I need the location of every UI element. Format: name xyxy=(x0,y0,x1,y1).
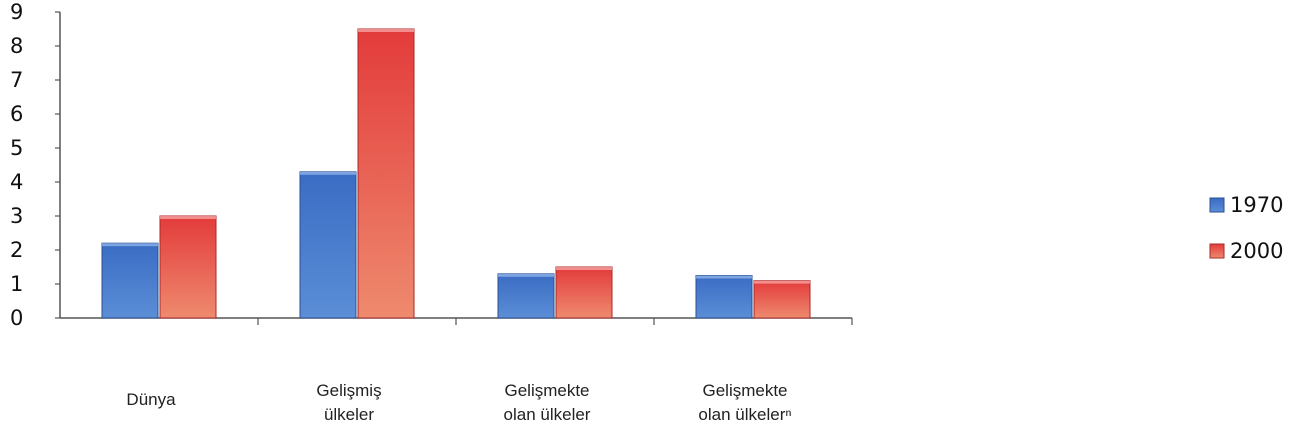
bar-2000 xyxy=(357,28,415,319)
bar-1970 xyxy=(497,273,555,319)
x-category-label: Dünya xyxy=(126,390,176,409)
category-labels: Dünya Gelişmiş ülkeler Gelişmekte olan ülkel… xyxy=(126,381,791,424)
y-tick-label: 2 xyxy=(10,238,23,262)
bar-2000 xyxy=(753,280,811,319)
bar-1970 xyxy=(101,242,159,319)
legend-swatch-2000 xyxy=(1209,243,1225,259)
bar-highlight xyxy=(160,216,216,219)
bar-2000 xyxy=(159,215,217,319)
y-tick-label: 5 xyxy=(10,136,23,160)
bar-1970 xyxy=(695,275,753,319)
x-category-label: Gelişmekte olan ülkelerⁿ xyxy=(698,381,791,424)
legend-label: 2000 xyxy=(1230,239,1283,263)
legend-swatch-1970 xyxy=(1209,197,1225,213)
bar-1970 xyxy=(299,171,357,319)
legend-label: 1970 xyxy=(1230,193,1283,217)
bar-2000 xyxy=(555,266,613,319)
y-tick-label: 3 xyxy=(10,204,23,228)
y-tick-label: 7 xyxy=(10,68,23,92)
y-tick-label: 1 xyxy=(10,272,23,296)
x-category-label: Gelişmiş ülkeler xyxy=(316,381,381,424)
y-tick-label: 8 xyxy=(10,34,23,58)
y-tick-label: 6 xyxy=(10,102,23,126)
bar-highlight xyxy=(754,280,810,284)
bar-highlight xyxy=(556,267,612,270)
y-tick-label: 4 xyxy=(10,170,23,194)
x-category-label: Gelişmekte olan ülkeler xyxy=(504,381,591,424)
bar-highlight xyxy=(498,273,554,277)
bar-highlight xyxy=(696,275,752,279)
bar-highlight xyxy=(300,171,356,175)
bars xyxy=(101,28,811,319)
legend: 1970 2000 xyxy=(1209,193,1283,263)
y-tick-labels: 0 1 2 3 4 5 6 7 8 9 xyxy=(10,0,23,330)
bar-highlight xyxy=(358,29,414,32)
bar-highlight xyxy=(102,243,158,247)
y-tick-label: 0 xyxy=(10,306,23,330)
y-tick-label: 9 xyxy=(10,0,23,24)
